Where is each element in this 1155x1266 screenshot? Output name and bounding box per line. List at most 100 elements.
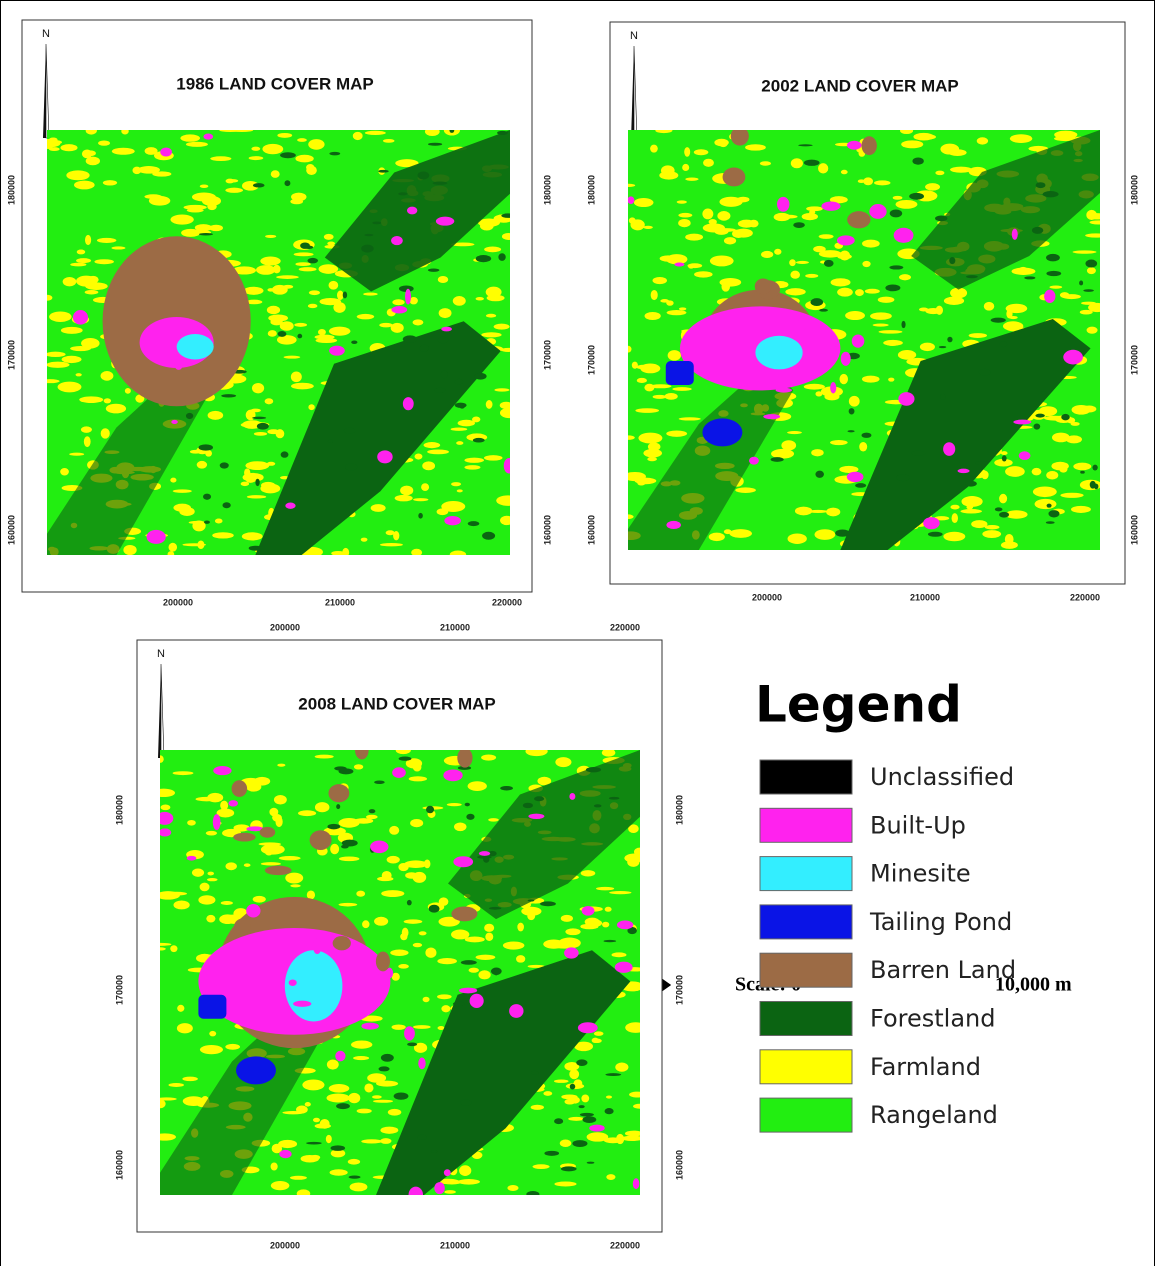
farmland	[790, 271, 800, 279]
built-up-patch	[174, 359, 182, 370]
farmland	[611, 952, 626, 957]
forest-patch	[855, 483, 866, 488]
farmland	[327, 1059, 339, 1069]
farmland	[1086, 210, 1097, 220]
legend-swatch	[760, 808, 852, 842]
farmland	[1033, 486, 1057, 497]
farmland	[210, 156, 231, 161]
forest-patch	[1036, 182, 1046, 188]
tailing-pond	[236, 1056, 276, 1084]
farmland	[960, 509, 981, 514]
farmland	[313, 1118, 320, 1123]
forest-patch	[453, 1002, 465, 1007]
farmland	[125, 388, 131, 394]
farmland	[379, 323, 392, 328]
farmland	[1032, 468, 1042, 475]
farmland	[543, 940, 564, 949]
farmland	[326, 1093, 349, 1102]
farmland	[1080, 310, 1093, 315]
map-image	[149, 741, 647, 1202]
farmland	[206, 915, 215, 923]
y-tick-label: 170000	[674, 975, 684, 1005]
forest-patch	[534, 796, 544, 801]
farmland	[774, 249, 781, 255]
farmland	[290, 1176, 307, 1180]
farmland	[58, 382, 82, 393]
farmland	[672, 387, 691, 391]
farmland	[487, 295, 505, 302]
built-up-patch	[674, 262, 684, 266]
farmland	[215, 519, 223, 524]
barren-patch	[233, 833, 255, 842]
legend-swatch	[760, 905, 852, 939]
forest-patch	[403, 335, 418, 343]
farmland	[69, 453, 84, 456]
farmland	[277, 133, 292, 138]
legend-swatch	[760, 857, 852, 891]
farmland	[883, 340, 903, 346]
farmland	[961, 496, 982, 507]
forest-patch	[361, 245, 373, 253]
farmland	[123, 545, 136, 555]
farmland	[855, 289, 864, 296]
y-tick-label: 180000	[1129, 175, 1139, 205]
forest-patch	[343, 292, 347, 299]
farmland	[84, 436, 91, 447]
forest-patch	[399, 756, 412, 760]
forest-patch	[483, 856, 489, 863]
forest-patch	[252, 417, 266, 420]
forest-patch	[1002, 455, 1007, 461]
forest-patch	[991, 318, 1006, 323]
farmland	[207, 878, 218, 881]
forest-patch	[835, 529, 850, 536]
farmland	[441, 501, 465, 512]
forest-patch	[297, 334, 302, 339]
farmland	[111, 246, 125, 249]
farmland	[324, 234, 334, 240]
barren-patch	[232, 780, 248, 797]
farmland	[280, 321, 294, 330]
farmland	[251, 409, 261, 413]
built-up-patch	[405, 289, 411, 305]
farmland	[413, 1025, 431, 1029]
x-tick-label: 210000	[440, 622, 470, 632]
forest-patch	[890, 209, 902, 217]
farmland	[306, 166, 317, 175]
farmland	[1060, 292, 1070, 298]
farmland	[609, 891, 631, 894]
forest-patch	[949, 257, 955, 264]
farmland	[291, 371, 302, 382]
legend-label: Forestland	[870, 1005, 995, 1033]
built-up-patch	[403, 397, 414, 410]
farmland	[602, 922, 609, 928]
built-up-patch	[313, 938, 322, 954]
farmland	[85, 290, 99, 294]
forest-patch	[561, 1166, 577, 1171]
farmland	[45, 352, 65, 357]
farmland	[173, 900, 189, 909]
farmland	[606, 1095, 612, 1098]
farmland	[221, 901, 233, 905]
legend-label: Barren Land	[870, 956, 1016, 984]
farmland	[507, 1185, 518, 1191]
farmland	[811, 449, 823, 456]
farmland	[271, 1181, 290, 1190]
farmland	[666, 430, 687, 436]
y-tick-label: 160000	[674, 1150, 684, 1180]
farmland	[329, 281, 339, 290]
forest-patch	[1083, 289, 1094, 292]
farmland	[453, 296, 466, 306]
forest-patch	[300, 242, 310, 248]
farmland	[682, 164, 689, 171]
farmland	[424, 859, 431, 868]
farmland	[279, 856, 301, 860]
farmland	[209, 225, 223, 231]
farmland	[661, 165, 675, 175]
forest-patch	[528, 899, 535, 901]
farmland	[249, 156, 264, 160]
farmland	[330, 844, 339, 854]
y-tick-label: 160000	[1129, 515, 1139, 545]
farmland	[391, 323, 404, 333]
farmland	[308, 404, 314, 410]
forest-patch	[468, 521, 480, 526]
